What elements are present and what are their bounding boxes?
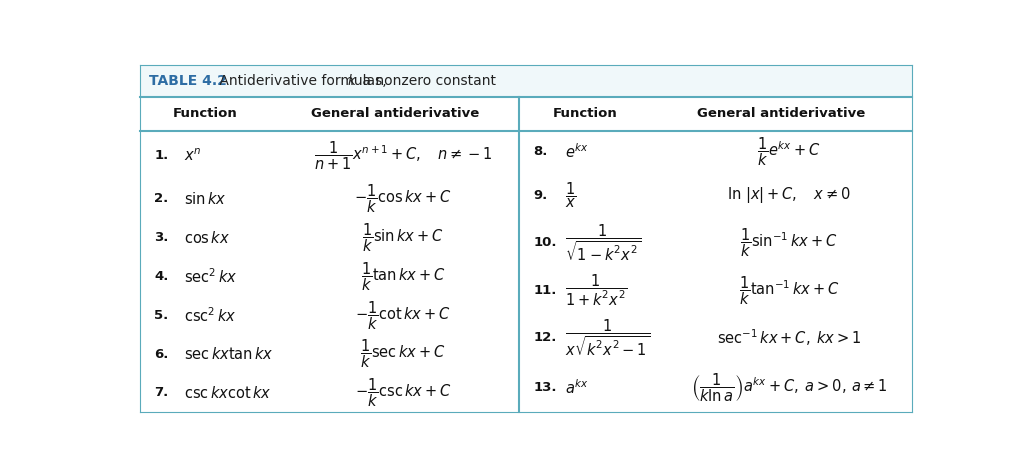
Text: $x^n$: $x^n$ xyxy=(183,147,201,164)
Text: $-\dfrac{1}{k}\cos kx + C$: $-\dfrac{1}{k}\cos kx + C$ xyxy=(354,183,452,215)
Text: $\sec^2 kx$: $\sec^2 kx$ xyxy=(183,267,237,286)
Text: $\sin kx$: $\sin kx$ xyxy=(183,191,226,207)
Text: 2.: 2. xyxy=(155,192,168,205)
Text: $\dfrac{1}{n+1}x^{n+1} + C, \quad n \neq -1$: $\dfrac{1}{n+1}x^{n+1} + C, \quad n \neq… xyxy=(313,139,493,172)
Text: $\dfrac{1}{x\sqrt{k^2x^2-1}}$: $\dfrac{1}{x\sqrt{k^2x^2-1}}$ xyxy=(565,318,650,358)
Text: $\dfrac{1}{k}\sin^{-1} kx + C$: $\dfrac{1}{k}\sin^{-1} kx + C$ xyxy=(740,227,838,259)
Text: $-\dfrac{1}{k}\cot kx + C$: $-\dfrac{1}{k}\cot kx + C$ xyxy=(355,299,451,331)
Text: 3.: 3. xyxy=(155,231,169,244)
Text: Function: Function xyxy=(552,108,617,120)
Text: 11.: 11. xyxy=(534,284,557,297)
Text: 1.: 1. xyxy=(155,149,168,162)
Text: $\dfrac{1}{1+k^2x^2}$: $\dfrac{1}{1+k^2x^2}$ xyxy=(565,273,628,308)
Text: $\dfrac{1}{k}\tan^{-1} kx + C$: $\dfrac{1}{k}\tan^{-1} kx + C$ xyxy=(739,274,840,307)
Text: 6.: 6. xyxy=(155,348,169,360)
Text: $\sec^{-1} kx + C,\; kx > 1$: $\sec^{-1} kx + C,\; kx > 1$ xyxy=(717,328,861,348)
Text: $\dfrac{1}{k}\sin kx + C$: $\dfrac{1}{k}\sin kx + C$ xyxy=(362,221,443,254)
Text: $\dfrac{1}{x}$: $\dfrac{1}{x}$ xyxy=(565,180,577,210)
Text: $\ln\,|x| + C, \quad x \neq 0$: $\ln\,|x| + C, \quad x \neq 0$ xyxy=(727,185,851,205)
Text: 5.: 5. xyxy=(155,309,168,322)
Text: $-\dfrac{1}{k}\csc kx + C$: $-\dfrac{1}{k}\csc kx + C$ xyxy=(354,377,452,409)
Text: $\dfrac{1}{k}e^{kx} + C$: $\dfrac{1}{k}e^{kx} + C$ xyxy=(758,136,821,168)
Text: 13.: 13. xyxy=(534,381,557,394)
Text: $\dfrac{1}{k}\tan kx + C$: $\dfrac{1}{k}\tan kx + C$ xyxy=(360,260,445,293)
Text: 7.: 7. xyxy=(155,386,168,399)
Text: General antiderivative: General antiderivative xyxy=(697,108,865,120)
Text: $\dfrac{1}{k}\sec kx + C$: $\dfrac{1}{k}\sec kx + C$ xyxy=(360,338,445,370)
Text: 10.: 10. xyxy=(534,236,557,249)
Text: 12.: 12. xyxy=(534,331,557,344)
Text: General antiderivative: General antiderivative xyxy=(311,108,479,120)
Text: 4.: 4. xyxy=(155,270,169,283)
Text: TABLE 4.2: TABLE 4.2 xyxy=(150,74,227,88)
Text: k: k xyxy=(348,74,355,88)
Text: $\left(\dfrac{1}{k\ln a}\right)a^{kx} + C,\; a>0,\, a\neq 1$: $\left(\dfrac{1}{k\ln a}\right)a^{kx} + … xyxy=(690,371,888,404)
Bar xyxy=(140,97,912,131)
Text: $\dfrac{1}{\sqrt{1-k^2x^2}}$: $\dfrac{1}{\sqrt{1-k^2x^2}}$ xyxy=(565,223,641,263)
Text: $e^{kx}$: $e^{kx}$ xyxy=(565,142,589,161)
Text: $\csc kx\cot kx$: $\csc kx\cot kx$ xyxy=(183,385,271,401)
Text: $\csc^2 kx$: $\csc^2 kx$ xyxy=(183,306,236,325)
Text: $a^{kx}$: $a^{kx}$ xyxy=(565,378,589,397)
Text: 8.: 8. xyxy=(534,145,548,158)
Bar xyxy=(140,65,912,97)
Text: a nonzero constant: a nonzero constant xyxy=(358,74,497,88)
Text: $\cos kx$: $\cos kx$ xyxy=(183,230,229,246)
Text: 9.: 9. xyxy=(534,189,548,202)
Text: Function: Function xyxy=(173,108,238,120)
Text: $\sec kx\tan kx$: $\sec kx\tan kx$ xyxy=(183,346,273,362)
Text: Antiderivative formulas,: Antiderivative formulas, xyxy=(214,74,390,88)
